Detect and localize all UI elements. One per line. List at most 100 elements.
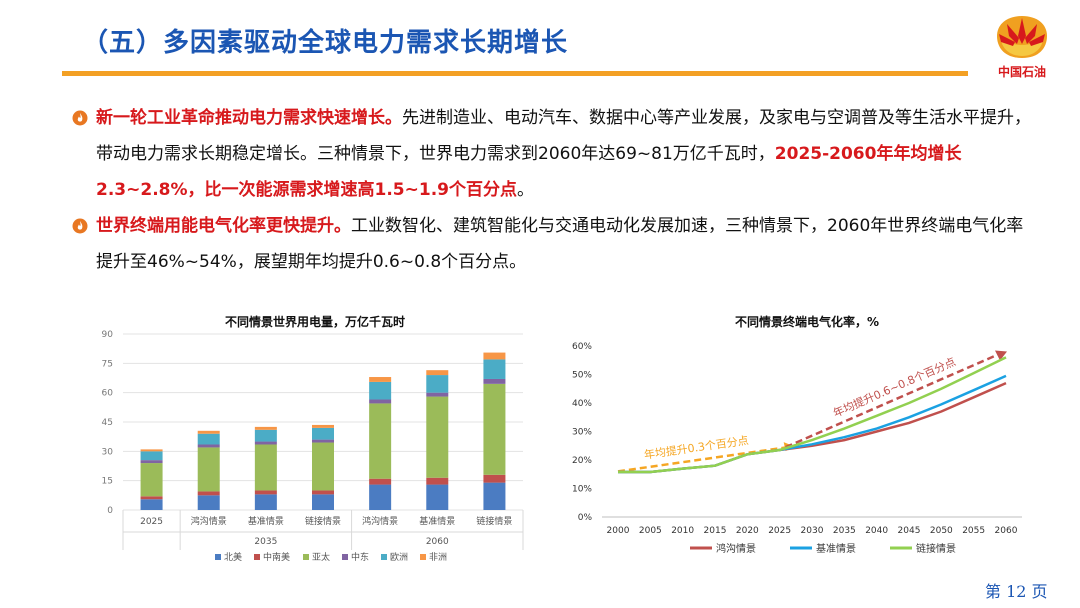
- trend-arrow-historical: [617, 445, 788, 473]
- legend-label: 非洲: [429, 551, 447, 563]
- page-number: 第 12 页: [985, 582, 1048, 601]
- company-logo: 中国石油: [984, 14, 1060, 80]
- bullet-item-1: 新一轮工业革命推动电力需求快速增长。先进制造业、电动汽车、数据中心等产业发展，及…: [70, 100, 1040, 208]
- y-tick-label: 90: [102, 330, 114, 340]
- y-tick-label: 40%: [572, 399, 592, 409]
- legend-label: 鸿沟情景: [716, 542, 756, 555]
- y-tick-label: 0: [107, 506, 113, 516]
- bar-segment: [197, 444, 220, 448]
- bar-segment: [426, 396, 449, 478]
- title-divider: [62, 71, 968, 76]
- bar-segment: [369, 399, 392, 404]
- y-tick-label: 75: [102, 359, 113, 369]
- x-tick-label: 2060: [995, 526, 1018, 536]
- bullet-1-body: 先进制造业、电动汽车、数据中心等产业发展，及家电与空调普及等生活水平提升，带动电…: [96, 108, 1031, 164]
- bar-segment: [254, 494, 277, 510]
- bar-segment: [254, 490, 277, 495]
- bar-segment: [140, 451, 163, 461]
- x-tick-label: 2010: [671, 526, 694, 536]
- y-tick-label: 30: [102, 447, 114, 457]
- x-tick-label: 2020: [736, 526, 759, 536]
- bar-segment: [369, 403, 392, 479]
- arrowhead: [995, 350, 1007, 361]
- bar-segment: [369, 381, 392, 400]
- bar-segment: [140, 463, 163, 497]
- bar-segment: [483, 359, 506, 379]
- legend-swatch: [303, 554, 309, 560]
- petrochina-logo-icon: [997, 16, 1047, 58]
- bar-segment: [140, 449, 163, 452]
- series-line: [618, 356, 1007, 474]
- bar-segment: [312, 494, 334, 510]
- bar-segment: [426, 484, 449, 510]
- chart-title: 不同情景终端电气化率，%: [735, 314, 879, 329]
- x-tick-label: 鸿沟情景: [191, 515, 227, 527]
- bullet-item-2: 世界终端用能电气化率更快提升。工业数智化、建筑智能化与交通电动化发展加速，三种情…: [70, 208, 1040, 280]
- bullet-flame-icon: [72, 110, 88, 126]
- legend-label: 中东: [351, 551, 369, 563]
- bar-segment: [254, 429, 277, 442]
- x-tick-label: 2025: [140, 517, 163, 527]
- bar-segment: [254, 444, 277, 491]
- legend-swatch: [215, 554, 221, 560]
- bar-segment: [197, 447, 220, 492]
- bullet-flame-icon: [72, 218, 88, 234]
- legend-label: 基准情景: [816, 542, 856, 555]
- bullet-2-lead: 世界终端用能电气化率更快提升。: [96, 216, 351, 236]
- bar-segment: [426, 477, 449, 485]
- bar-segment: [369, 377, 392, 382]
- electricity-demand-chart: 不同情景世界用电量，万亿千瓦时 0 15 30 45 60 75 90 2025 鸿沟情景 基准情景…: [95, 310, 525, 572]
- bullet-1-lead: 新一轮工业革命推动电力需求快速增长。: [96, 108, 402, 128]
- bar-segment: [426, 392, 449, 397]
- bar-segment: [483, 383, 506, 475]
- x-tick-label: 2025: [768, 526, 791, 536]
- legend-label: 亚太: [312, 551, 330, 563]
- bullet-list: 新一轮工业革命推动电力需求快速增长。先进制造业、电动汽车、数据中心等产业发展，及…: [70, 100, 1040, 280]
- bar-segment: [197, 495, 220, 510]
- x-tick-label: 2050: [930, 526, 953, 536]
- electricity-demand-svg: 不同情景世界用电量，万亿千瓦时 0 15 30 45 60 75 90 2025 鸿沟情景 基准情景…: [102, 314, 524, 563]
- y-tick-label: 45: [102, 418, 113, 428]
- legend-label: 链接情景: [916, 542, 956, 555]
- x-tick-label: 基准情景: [248, 515, 284, 527]
- bar-segment: [312, 442, 334, 491]
- legend-swatch: [420, 554, 426, 560]
- bar-segment: [369, 478, 392, 485]
- bar-segment: [312, 427, 334, 440]
- bar-segment: [197, 491, 220, 496]
- x-tick-label: 2045: [898, 526, 921, 536]
- x-tick-label: 链接情景: [476, 515, 512, 527]
- bar-segment: [483, 482, 506, 510]
- y-tick-label: 50%: [572, 371, 592, 381]
- bar-segment: [312, 439, 334, 443]
- trend-arrow-projection: [785, 353, 999, 449]
- annotation-label: 年均提升0.3个百分点: [643, 433, 749, 462]
- legend-label: 中南美: [263, 551, 290, 563]
- legend-swatch: [342, 554, 348, 560]
- bar-segment: [140, 499, 163, 510]
- x-tick-label: 2005: [639, 526, 662, 536]
- y-tick-label: 60: [102, 389, 114, 399]
- bullet-1-tail: 。: [516, 180, 534, 200]
- y-tick-label: 30%: [572, 428, 592, 438]
- legend-swatch: [254, 554, 260, 560]
- bar-segment: [483, 474, 506, 483]
- series-line: [618, 381, 1007, 474]
- bar-segment: [140, 496, 163, 500]
- bar-segment: [312, 490, 334, 495]
- annotation-label: 年均提升0.6~0.8个百分点: [831, 354, 958, 420]
- legend-label: 北美: [224, 551, 242, 563]
- bar-segment: [483, 378, 506, 384]
- legend-label: 欧洲: [390, 551, 408, 563]
- y-tick-label: 20%: [572, 456, 592, 466]
- x-tick-label: 2015: [704, 526, 727, 536]
- x-group-label: 2035: [254, 537, 277, 547]
- bar-segment: [369, 484, 392, 510]
- y-tick-label: 10%: [572, 485, 592, 495]
- bar-segment: [140, 460, 163, 464]
- y-tick-label: 15: [102, 477, 113, 487]
- bar-segment: [312, 424, 334, 428]
- y-tick-label: 60%: [572, 342, 592, 352]
- bar-segment: [426, 375, 449, 393]
- logo-text: 中国石油: [997, 65, 1046, 79]
